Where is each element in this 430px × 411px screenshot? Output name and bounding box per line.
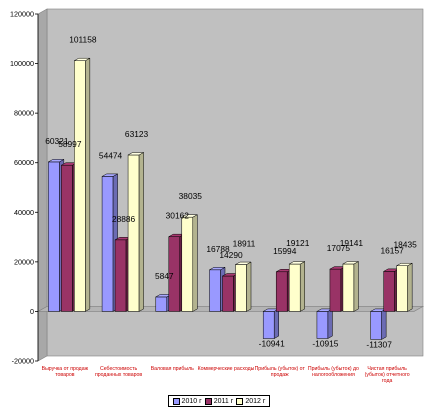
y-tick-label: 0 <box>30 307 34 316</box>
data-label: 18911 <box>233 239 256 249</box>
y-tick-label: -20000 <box>12 357 34 366</box>
bar-side <box>381 308 387 340</box>
y-tick-label: 60000 <box>14 158 34 167</box>
bar-top <box>73 57 91 61</box>
data-label: -10941 <box>259 339 285 349</box>
bar-front <box>396 265 408 312</box>
y-axis: -20000 0 20000 40000 60000 80000 100000 120000 <box>10 10 39 366</box>
data-label: -10915 <box>312 338 338 348</box>
data-label: 5847 <box>155 271 174 281</box>
bar-front <box>101 176 114 312</box>
bar-side <box>327 308 333 339</box>
bar-front <box>209 269 221 312</box>
bar-top <box>101 173 119 177</box>
bar-front <box>48 161 60 312</box>
bar-top <box>208 267 226 271</box>
bar-front <box>342 263 355 312</box>
data-label: 101158 <box>69 35 97 45</box>
bar-front <box>127 154 140 312</box>
bar-front <box>235 264 247 312</box>
legend-label: 2011 г <box>213 397 234 405</box>
bar-side <box>353 261 359 312</box>
bar-front <box>275 271 288 312</box>
bar-side <box>246 261 252 312</box>
category-label: Выручка от продаж товаров <box>42 366 89 378</box>
category-label: Прибыль (убыток) от продаж <box>255 366 306 378</box>
bar-top <box>395 262 414 266</box>
bar-front <box>288 263 301 312</box>
x-axis: Выручка от продаж товаров Себестоимость про… <box>42 366 410 384</box>
legend-swatch-2012 <box>236 397 244 405</box>
bar-side <box>273 308 279 339</box>
y-tick-label: 80000 <box>14 109 34 118</box>
category-label: Чистая прибыль (убыток) отчетного года <box>365 366 410 384</box>
data-label: 54474 <box>99 150 123 160</box>
bar-top <box>127 152 145 156</box>
category-label: Себестоимость проданных товаров <box>95 366 142 378</box>
data-label: 19141 <box>340 238 364 248</box>
legend-swatch-2010 <box>172 397 180 405</box>
data-label: 58997 <box>58 139 82 149</box>
data-label: 16788 <box>206 244 230 254</box>
legend-label: 2010 г <box>181 397 202 405</box>
bar-front <box>329 268 342 312</box>
data-label: 19121 <box>286 238 310 248</box>
bar-side <box>299 261 305 312</box>
bar-front <box>262 311 275 339</box>
legend: 2010 г 2011 г 2012 г <box>168 395 270 407</box>
category-label: Прибыль (убыток) до налогообложения <box>308 366 359 378</box>
bar-front <box>222 275 234 312</box>
bar-front <box>370 311 382 340</box>
data-label: 18435 <box>393 240 417 250</box>
bar-front <box>61 164 73 312</box>
category-label: Валовая прибыль <box>151 366 194 372</box>
bar-side <box>192 214 198 312</box>
y-tick-label: 20000 <box>14 257 34 266</box>
y-tick-label: 100000 <box>10 59 34 68</box>
bar-side <box>407 262 413 312</box>
data-label: 17075 <box>327 243 351 253</box>
data-label: 28886 <box>112 214 136 224</box>
category-label: Коммерческие расходы <box>198 366 255 372</box>
bar-front <box>74 60 86 312</box>
legend-label: 2012 г <box>245 397 266 405</box>
bar-top <box>234 261 252 265</box>
data-label: 16157 <box>380 245 404 255</box>
data-label: 15994 <box>273 246 297 256</box>
y-tick-label: 40000 <box>14 208 34 217</box>
bar-top <box>341 261 360 265</box>
bar-front <box>155 296 168 312</box>
bar-top <box>47 159 65 163</box>
legend-swatch-2011 <box>204 397 212 405</box>
bar-top <box>180 214 199 218</box>
legend-item: 2011 г <box>204 397 234 405</box>
data-label: 60321 <box>45 136 69 146</box>
y-tick-label: 120000 <box>10 10 34 19</box>
data-label: 63123 <box>125 129 149 139</box>
bar-side <box>138 152 144 312</box>
legend-item: 2012 г <box>236 397 266 405</box>
data-label: -11307 <box>366 339 392 349</box>
data-label: 30162 <box>166 211 190 221</box>
bar-front <box>181 216 194 312</box>
bar-front <box>383 271 395 312</box>
data-label: 38035 <box>179 191 203 201</box>
bar-top <box>288 261 306 265</box>
legend-item: 2010 г <box>172 397 202 405</box>
bar-front <box>114 239 127 312</box>
bar-side <box>85 57 91 312</box>
data-label: 14290 <box>219 250 243 260</box>
bars <box>47 57 414 340</box>
bar-front <box>316 311 329 339</box>
